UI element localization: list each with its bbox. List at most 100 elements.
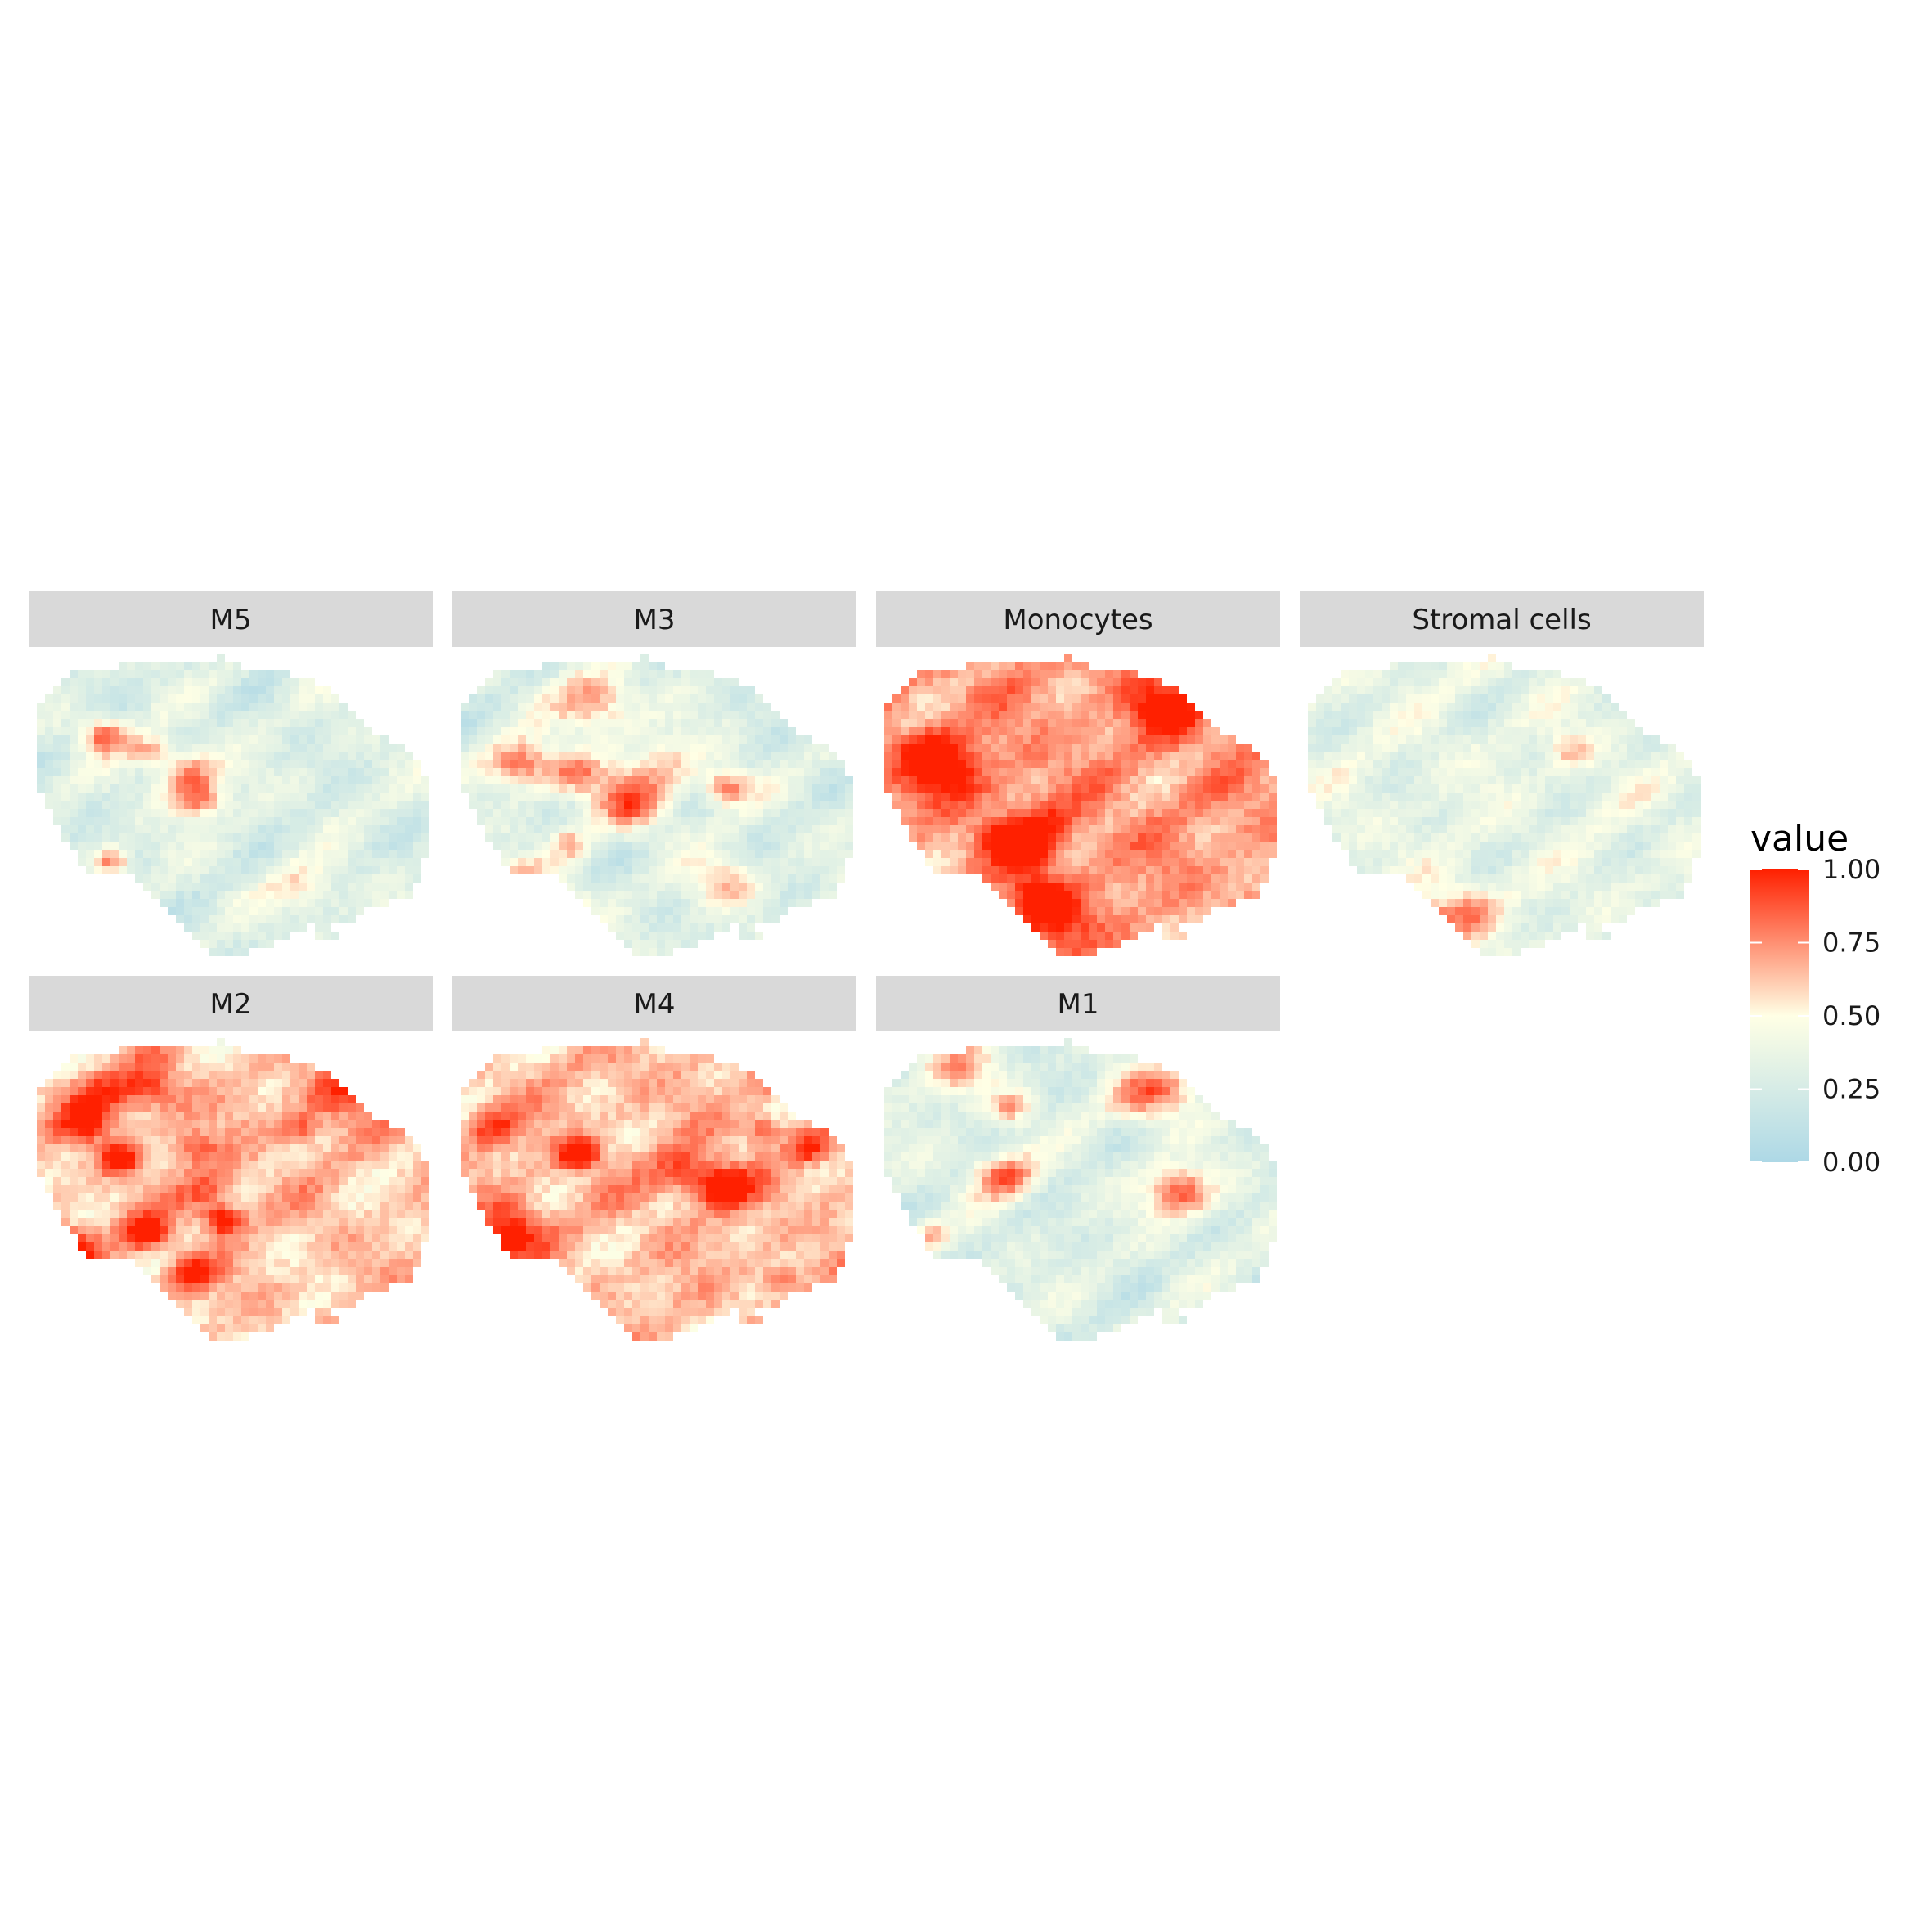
- heat-cell: [673, 678, 681, 686]
- heat-cell: [53, 694, 61, 703]
- heat-cell: [730, 833, 739, 842]
- heat-cell: [616, 686, 624, 694]
- heat-cell: [1105, 744, 1113, 752]
- heat-cell: [1447, 801, 1455, 809]
- heat-cell: [673, 899, 681, 907]
- heat-cell: [796, 825, 804, 833]
- heat-cell: [356, 907, 364, 915]
- heat-cell: [1072, 842, 1081, 850]
- heat-cell: [315, 768, 323, 776]
- heat-cell: [1138, 883, 1146, 891]
- heat-cell: [739, 923, 747, 932]
- heat-cell: [591, 866, 600, 874]
- heat-cell: [1431, 735, 1439, 744]
- heat-cell: [372, 776, 380, 784]
- heat-cell: [559, 744, 567, 752]
- heat-cell: [1365, 703, 1373, 711]
- heat-cell: [1056, 833, 1064, 842]
- heat-cell: [1187, 866, 1195, 874]
- heat-cell: [78, 752, 86, 760]
- heat-cell: [1349, 858, 1357, 866]
- heat-cell: [290, 703, 299, 711]
- heat-cell: [1561, 678, 1570, 686]
- heat-cell: [485, 817, 493, 825]
- heat-cell: [1578, 776, 1586, 784]
- heat-cell: [1480, 670, 1488, 678]
- heat-cell: [608, 752, 616, 760]
- heat-cell: [591, 735, 600, 744]
- heat-cell: [665, 915, 673, 923]
- heat-cell: [1097, 842, 1105, 850]
- heat-cell: [348, 850, 356, 858]
- heat-cell: [1512, 694, 1521, 703]
- heat-cell: [290, 899, 299, 907]
- heat-cell: [1195, 727, 1203, 735]
- heat-cell: [804, 793, 812, 801]
- heat-cell: [1211, 817, 1220, 825]
- heat-cell: [698, 744, 706, 752]
- heat-cell: [1365, 817, 1373, 825]
- heat-cell: [1692, 809, 1701, 817]
- heat-cell: [747, 760, 755, 768]
- heat-cell: [217, 662, 225, 670]
- heat-cell: [331, 915, 339, 923]
- heat-cell: [397, 760, 405, 768]
- heat-cell: [1031, 752, 1040, 760]
- heat-cell: [583, 703, 591, 711]
- heat-cell: [1594, 735, 1602, 744]
- heat-cell: [991, 727, 999, 735]
- heat-cell: [1553, 825, 1561, 833]
- heat-cell: [1529, 776, 1537, 784]
- heat-cell: [1023, 833, 1031, 842]
- heat-cell: [102, 703, 110, 711]
- heat-cell: [461, 768, 469, 776]
- heat-cell: [1668, 801, 1676, 809]
- heat-cell: [1390, 768, 1398, 776]
- heat-cell: [755, 842, 763, 850]
- heat-cell: [526, 858, 534, 866]
- heat-cell: [796, 760, 804, 768]
- heat-cell: [706, 711, 714, 719]
- heat-cell: [1619, 809, 1627, 817]
- heat-cell: [200, 940, 209, 948]
- heat-cell: [477, 694, 485, 703]
- heat-cell: [1105, 760, 1113, 768]
- heat-cell: [339, 907, 348, 915]
- heat-cell: [1570, 752, 1578, 760]
- heat-cell: [299, 874, 307, 883]
- heat-cell: [747, 858, 755, 866]
- heat-cell: [135, 874, 143, 883]
- heat-cell: [999, 760, 1007, 768]
- heat-cell: [706, 833, 714, 842]
- heat-cell: [966, 662, 974, 670]
- heat-cell: [1220, 801, 1228, 809]
- heat-cell: [1089, 842, 1097, 850]
- heat-cell: [1056, 915, 1064, 923]
- heat-cell: [632, 727, 640, 735]
- heat-cell: [1521, 793, 1529, 801]
- heat-cell: [698, 776, 706, 784]
- heat-cell: [1162, 719, 1170, 727]
- heat-cell: [632, 719, 640, 727]
- heat-cell: [1252, 817, 1260, 825]
- heat-cell: [763, 891, 771, 899]
- heat-cell: [184, 817, 192, 825]
- heat-cell: [1195, 817, 1203, 825]
- heat-cell: [78, 760, 86, 768]
- heat-cell: [1146, 711, 1154, 719]
- heat-cell: [747, 727, 755, 735]
- heat-cell: [485, 678, 493, 686]
- heat-cell: [266, 776, 274, 784]
- heat-cell: [1365, 694, 1373, 703]
- heat-cell: [1455, 670, 1463, 678]
- heat-cell: [1040, 866, 1048, 874]
- heat-cell: [624, 923, 632, 932]
- heat-cell: [1422, 817, 1431, 825]
- heat-cell: [796, 883, 804, 891]
- heat-cell: [550, 670, 559, 678]
- heat-cell: [192, 866, 200, 874]
- heat-cell: [845, 833, 853, 842]
- heat-cell: [1578, 678, 1586, 686]
- heat-cell: [274, 727, 282, 735]
- heat-cell: [510, 793, 518, 801]
